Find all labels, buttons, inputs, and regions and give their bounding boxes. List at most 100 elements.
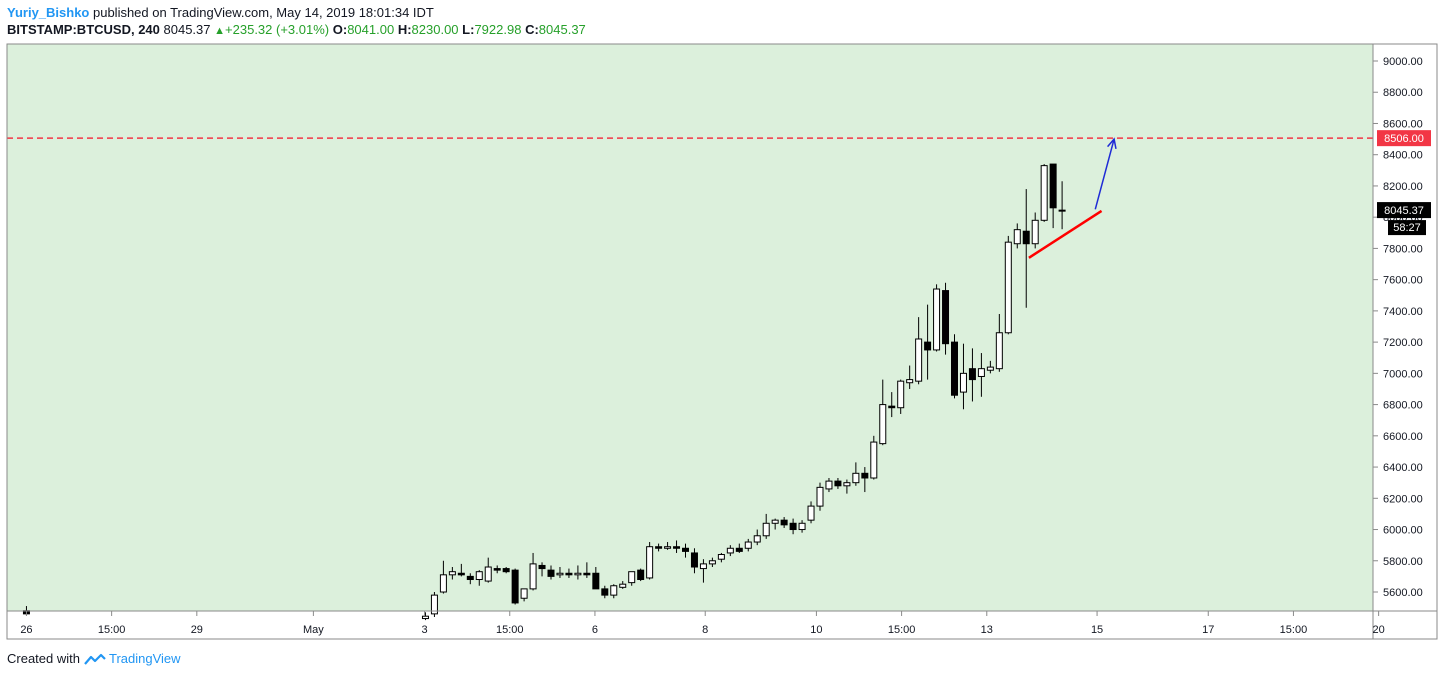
candle-body: [457, 572, 465, 576]
candle[interactable]: [951, 334, 958, 399]
candle[interactable]: [888, 392, 896, 418]
candle[interactable]: [816, 482, 824, 511]
candle[interactable]: [744, 538, 752, 552]
candle[interactable]: [1013, 223, 1021, 249]
plot-area[interactable]: [7, 44, 1373, 611]
candle[interactable]: [529, 552, 537, 591]
candle[interactable]: [753, 529, 761, 546]
candle[interactable]: [825, 477, 833, 493]
candle[interactable]: [977, 353, 985, 397]
y-tick-label: 7000.00: [1383, 368, 1423, 380]
candle[interactable]: [457, 563, 465, 577]
candle-body: [995, 332, 1003, 370]
candle[interactable]: [708, 557, 716, 568]
candle[interactable]: [726, 545, 734, 557]
candle[interactable]: [861, 467, 869, 493]
candle[interactable]: [986, 360, 994, 374]
candle[interactable]: [583, 562, 591, 578]
candle[interactable]: [1040, 164, 1048, 222]
price-axis[interactable]: 5600.00 5800.00 6000.00 6200.00 6400.00 6600.…: [1373, 56, 1423, 599]
tradingview-brand-link[interactable]: TradingView: [108, 651, 181, 666]
published-text: published on TradingView.com, May 14, 20…: [89, 5, 434, 20]
candle[interactable]: [735, 543, 743, 553]
candle[interactable]: [798, 520, 806, 533]
candle[interactable]: [879, 379, 887, 446]
candle[interactable]: [646, 542, 654, 580]
candle[interactable]: [511, 568, 519, 605]
candle-body: [744, 541, 752, 549]
candle[interactable]: [448, 567, 456, 580]
candle[interactable]: [995, 314, 1003, 372]
last-price-label: 8045.37: [1384, 205, 1424, 217]
candle[interactable]: [906, 365, 914, 389]
support-trend-line[interactable]: [1028, 209, 1103, 259]
candle[interactable]: [915, 317, 923, 385]
candle[interactable]: [556, 567, 564, 578]
candle[interactable]: [655, 543, 663, 552]
candle[interactable]: [1004, 235, 1012, 335]
candle[interactable]: [834, 477, 842, 489]
candle[interactable]: [690, 548, 698, 574]
candle[interactable]: [933, 284, 941, 352]
candle[interactable]: [924, 304, 932, 380]
candle[interactable]: [574, 565, 582, 580]
candle[interactable]: [717, 552, 725, 563]
candle[interactable]: [439, 560, 447, 594]
candle[interactable]: [610, 584, 618, 599]
candle[interactable]: [789, 518, 797, 535]
candle[interactable]: [852, 462, 860, 486]
candle-body: [959, 372, 967, 393]
candle-body: [906, 379, 914, 384]
candle[interactable]: [628, 571, 636, 586]
candle[interactable]: [547, 565, 555, 580]
candle-body: [924, 341, 932, 351]
candle-body: [574, 572, 582, 576]
candle[interactable]: [673, 540, 681, 553]
candle[interactable]: [968, 348, 976, 402]
candle[interactable]: [762, 513, 770, 539]
candle[interactable]: [682, 543, 689, 558]
candle[interactable]: [637, 568, 645, 582]
candle[interactable]: [1022, 189, 1030, 308]
candle[interactable]: [870, 435, 878, 480]
symbol-label: BITSTAMP:BTCUSD, 240: [7, 22, 160, 37]
candle[interactable]: [520, 588, 528, 602]
candle[interactable]: [942, 282, 950, 355]
candle-body: [780, 519, 788, 526]
author-link[interactable]: Yuriy_Bishko: [7, 5, 90, 20]
candle[interactable]: [538, 562, 546, 577]
candle[interactable]: [466, 573, 474, 585]
candle[interactable]: [601, 585, 609, 599]
candle-body: [762, 522, 770, 537]
candle[interactable]: [1031, 212, 1039, 249]
candle[interactable]: [771, 518, 779, 530]
candle[interactable]: [807, 501, 815, 524]
candle[interactable]: [843, 479, 851, 494]
time-axis[interactable]: 26 15:00 29 May 3 15:00 6 8 10 15:00 13 15 17 15:00 20: [20, 611, 1385, 636]
candle-body: [637, 569, 645, 581]
countdown-label: 58:27: [1393, 222, 1421, 234]
candle-body: [726, 547, 734, 554]
candle[interactable]: [619, 581, 627, 589]
candle[interactable]: [592, 567, 600, 590]
candle[interactable]: [484, 557, 492, 583]
candle[interactable]: [699, 559, 707, 583]
candle[interactable]: [1058, 181, 1066, 230]
candle[interactable]: [421, 612, 429, 621]
forecast-arrow[interactable]: [1094, 137, 1117, 210]
candle[interactable]: [430, 592, 438, 617]
x-tick-label: 6: [592, 624, 598, 636]
candle[interactable]: [959, 343, 967, 410]
candle-body: [592, 572, 600, 590]
candle[interactable]: [475, 570, 483, 586]
candle[interactable]: [1049, 163, 1057, 229]
candle-body: [1004, 241, 1012, 334]
low-label: L:: [462, 22, 475, 37]
candle[interactable]: [565, 568, 573, 578]
candle[interactable]: [897, 379, 905, 414]
candle[interactable]: [664, 542, 672, 550]
candle[interactable]: [493, 565, 501, 574]
candle[interactable]: [780, 517, 788, 528]
candle[interactable]: [502, 567, 510, 574]
